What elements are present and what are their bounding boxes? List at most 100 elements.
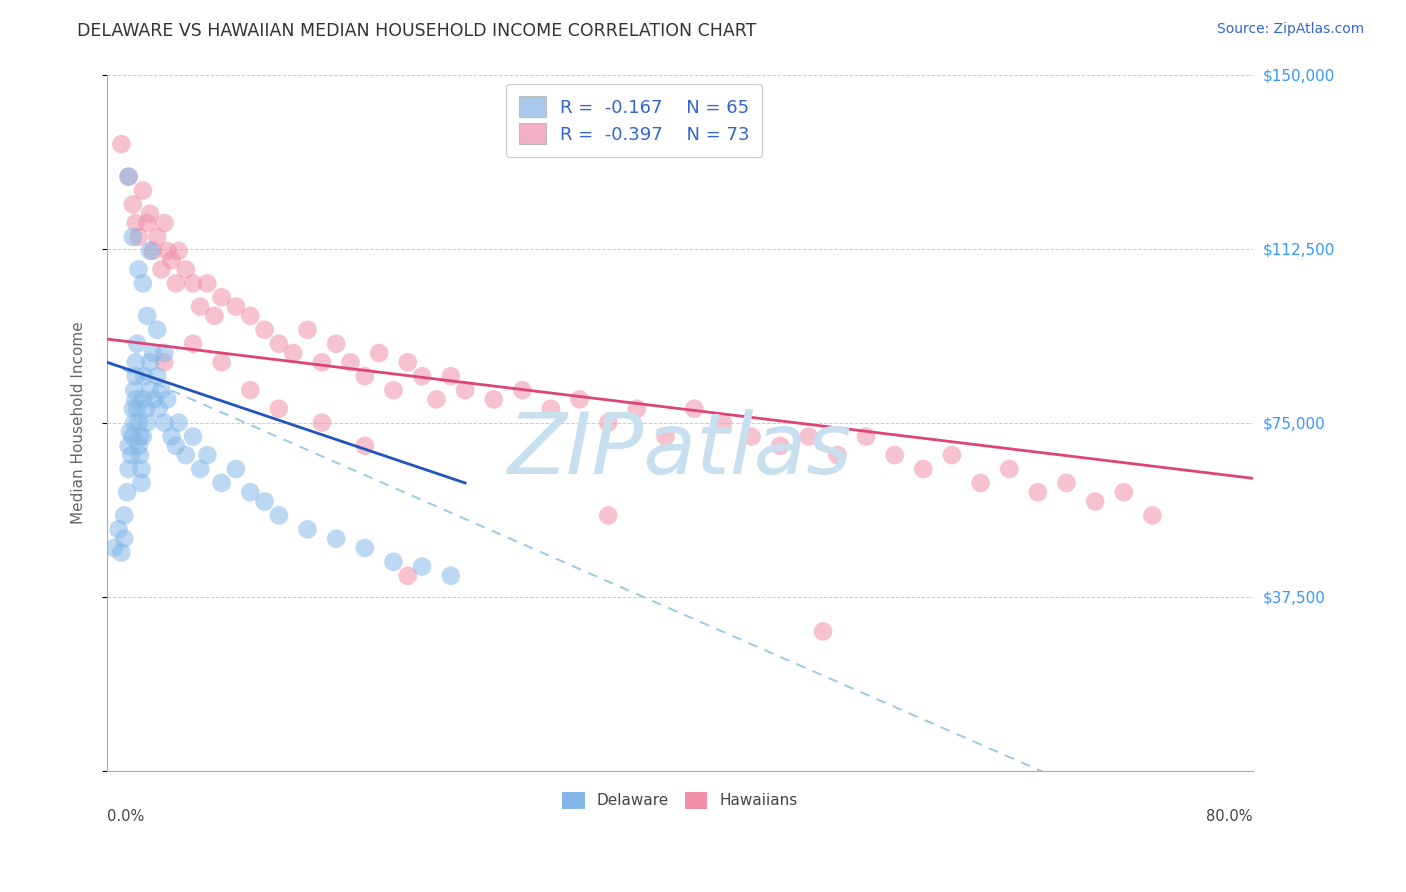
Point — [225, 300, 247, 314]
Point — [325, 336, 347, 351]
Point — [239, 309, 262, 323]
Point — [311, 355, 333, 369]
Point — [118, 425, 141, 439]
Text: 80.0%: 80.0% — [1206, 809, 1253, 824]
Point — [211, 475, 233, 490]
Point — [883, 448, 905, 462]
Point — [129, 448, 152, 462]
Point — [440, 369, 463, 384]
Point — [811, 624, 834, 639]
Point — [160, 253, 183, 268]
Point — [711, 416, 734, 430]
Point — [156, 244, 179, 258]
Point — [540, 401, 562, 416]
Point — [225, 462, 247, 476]
Point — [1056, 475, 1078, 490]
Point — [411, 369, 433, 384]
Point — [127, 401, 149, 416]
Point — [150, 383, 173, 397]
Point — [125, 216, 148, 230]
Point — [382, 555, 405, 569]
Point — [297, 522, 319, 536]
Point — [124, 416, 146, 430]
Point — [107, 522, 129, 536]
Point — [181, 277, 204, 291]
Point — [117, 169, 139, 184]
Point — [127, 336, 149, 351]
Point — [146, 369, 169, 384]
Point — [139, 355, 162, 369]
Point — [146, 230, 169, 244]
Point — [769, 439, 792, 453]
Point — [239, 383, 262, 397]
Point — [181, 429, 204, 443]
Point — [128, 262, 150, 277]
Point — [136, 216, 159, 230]
Point — [353, 541, 375, 555]
Point — [626, 401, 648, 416]
Point — [117, 462, 139, 476]
Point — [969, 475, 991, 490]
Point — [167, 416, 190, 430]
Point — [165, 439, 187, 453]
Point — [1026, 485, 1049, 500]
Point — [181, 336, 204, 351]
Point — [174, 262, 197, 277]
Point — [110, 137, 132, 152]
Point — [740, 429, 762, 443]
Point — [124, 383, 146, 397]
Point — [855, 429, 877, 443]
Point — [912, 462, 935, 476]
Point — [283, 346, 305, 360]
Point — [425, 392, 447, 407]
Point — [153, 346, 176, 360]
Point — [150, 262, 173, 277]
Point — [382, 383, 405, 397]
Point — [125, 369, 148, 384]
Point — [440, 568, 463, 582]
Point — [396, 568, 419, 582]
Point — [121, 197, 143, 211]
Point — [132, 184, 155, 198]
Point — [267, 401, 290, 416]
Point — [267, 336, 290, 351]
Point — [165, 277, 187, 291]
Point — [353, 439, 375, 453]
Point — [998, 462, 1021, 476]
Point — [396, 355, 419, 369]
Point — [512, 383, 534, 397]
Point — [325, 532, 347, 546]
Point — [211, 355, 233, 369]
Point — [139, 207, 162, 221]
Point — [683, 401, 706, 416]
Text: Source: ZipAtlas.com: Source: ZipAtlas.com — [1216, 22, 1364, 37]
Point — [135, 401, 157, 416]
Point — [454, 383, 477, 397]
Point — [121, 230, 143, 244]
Point — [129, 429, 152, 443]
Point — [160, 429, 183, 443]
Point — [112, 532, 135, 546]
Point — [598, 416, 620, 430]
Point — [267, 508, 290, 523]
Point — [339, 355, 361, 369]
Point — [568, 392, 591, 407]
Point — [297, 323, 319, 337]
Point — [143, 392, 166, 407]
Point — [174, 448, 197, 462]
Text: 0.0%: 0.0% — [107, 809, 145, 824]
Point — [1142, 508, 1164, 523]
Point — [120, 448, 142, 462]
Point — [368, 346, 391, 360]
Point — [136, 416, 159, 430]
Point — [204, 309, 226, 323]
Point — [654, 429, 676, 443]
Point — [125, 355, 148, 369]
Point — [117, 439, 139, 453]
Point — [132, 392, 155, 407]
Point — [153, 355, 176, 369]
Point — [167, 244, 190, 258]
Point — [598, 508, 620, 523]
Point — [195, 448, 218, 462]
Point — [142, 346, 165, 360]
